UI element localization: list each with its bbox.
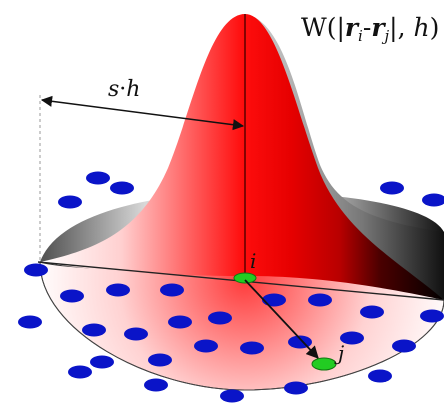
particles-back xyxy=(58,171,444,209)
particle xyxy=(208,311,232,325)
particle-j xyxy=(311,357,337,371)
distance-arrow xyxy=(244,279,319,359)
support-label: s·h xyxy=(108,77,140,102)
particle xyxy=(144,378,168,392)
particle xyxy=(90,355,114,369)
particle xyxy=(160,283,184,297)
particle xyxy=(262,293,286,307)
particle xyxy=(194,339,218,353)
particle xyxy=(392,339,416,353)
particle xyxy=(18,315,42,329)
particle xyxy=(106,283,130,297)
kernel-bell xyxy=(40,14,444,300)
particle-i xyxy=(233,272,257,284)
particle xyxy=(422,193,444,207)
particle xyxy=(168,315,192,329)
particle xyxy=(60,289,84,303)
particle xyxy=(124,327,148,341)
particle xyxy=(308,293,332,307)
particle xyxy=(380,181,404,195)
function-label: W(|ri-rj|, h) xyxy=(301,13,439,45)
particle xyxy=(240,341,264,355)
particle xyxy=(284,381,308,395)
particle xyxy=(148,353,172,367)
particle xyxy=(68,365,92,379)
particle xyxy=(368,369,392,383)
support-arrow xyxy=(40,95,245,131)
disc-outline xyxy=(39,261,444,391)
particle xyxy=(58,195,82,209)
particle-i-label: i xyxy=(250,249,256,273)
particle xyxy=(340,331,364,345)
particle xyxy=(360,305,384,319)
particle-j-label: j xyxy=(334,341,344,365)
particle xyxy=(24,263,48,277)
particle xyxy=(82,323,106,337)
particle xyxy=(220,389,244,403)
particle xyxy=(110,181,134,195)
particle xyxy=(420,309,444,323)
kernel-back-shell xyxy=(245,14,444,300)
particle xyxy=(86,171,110,185)
